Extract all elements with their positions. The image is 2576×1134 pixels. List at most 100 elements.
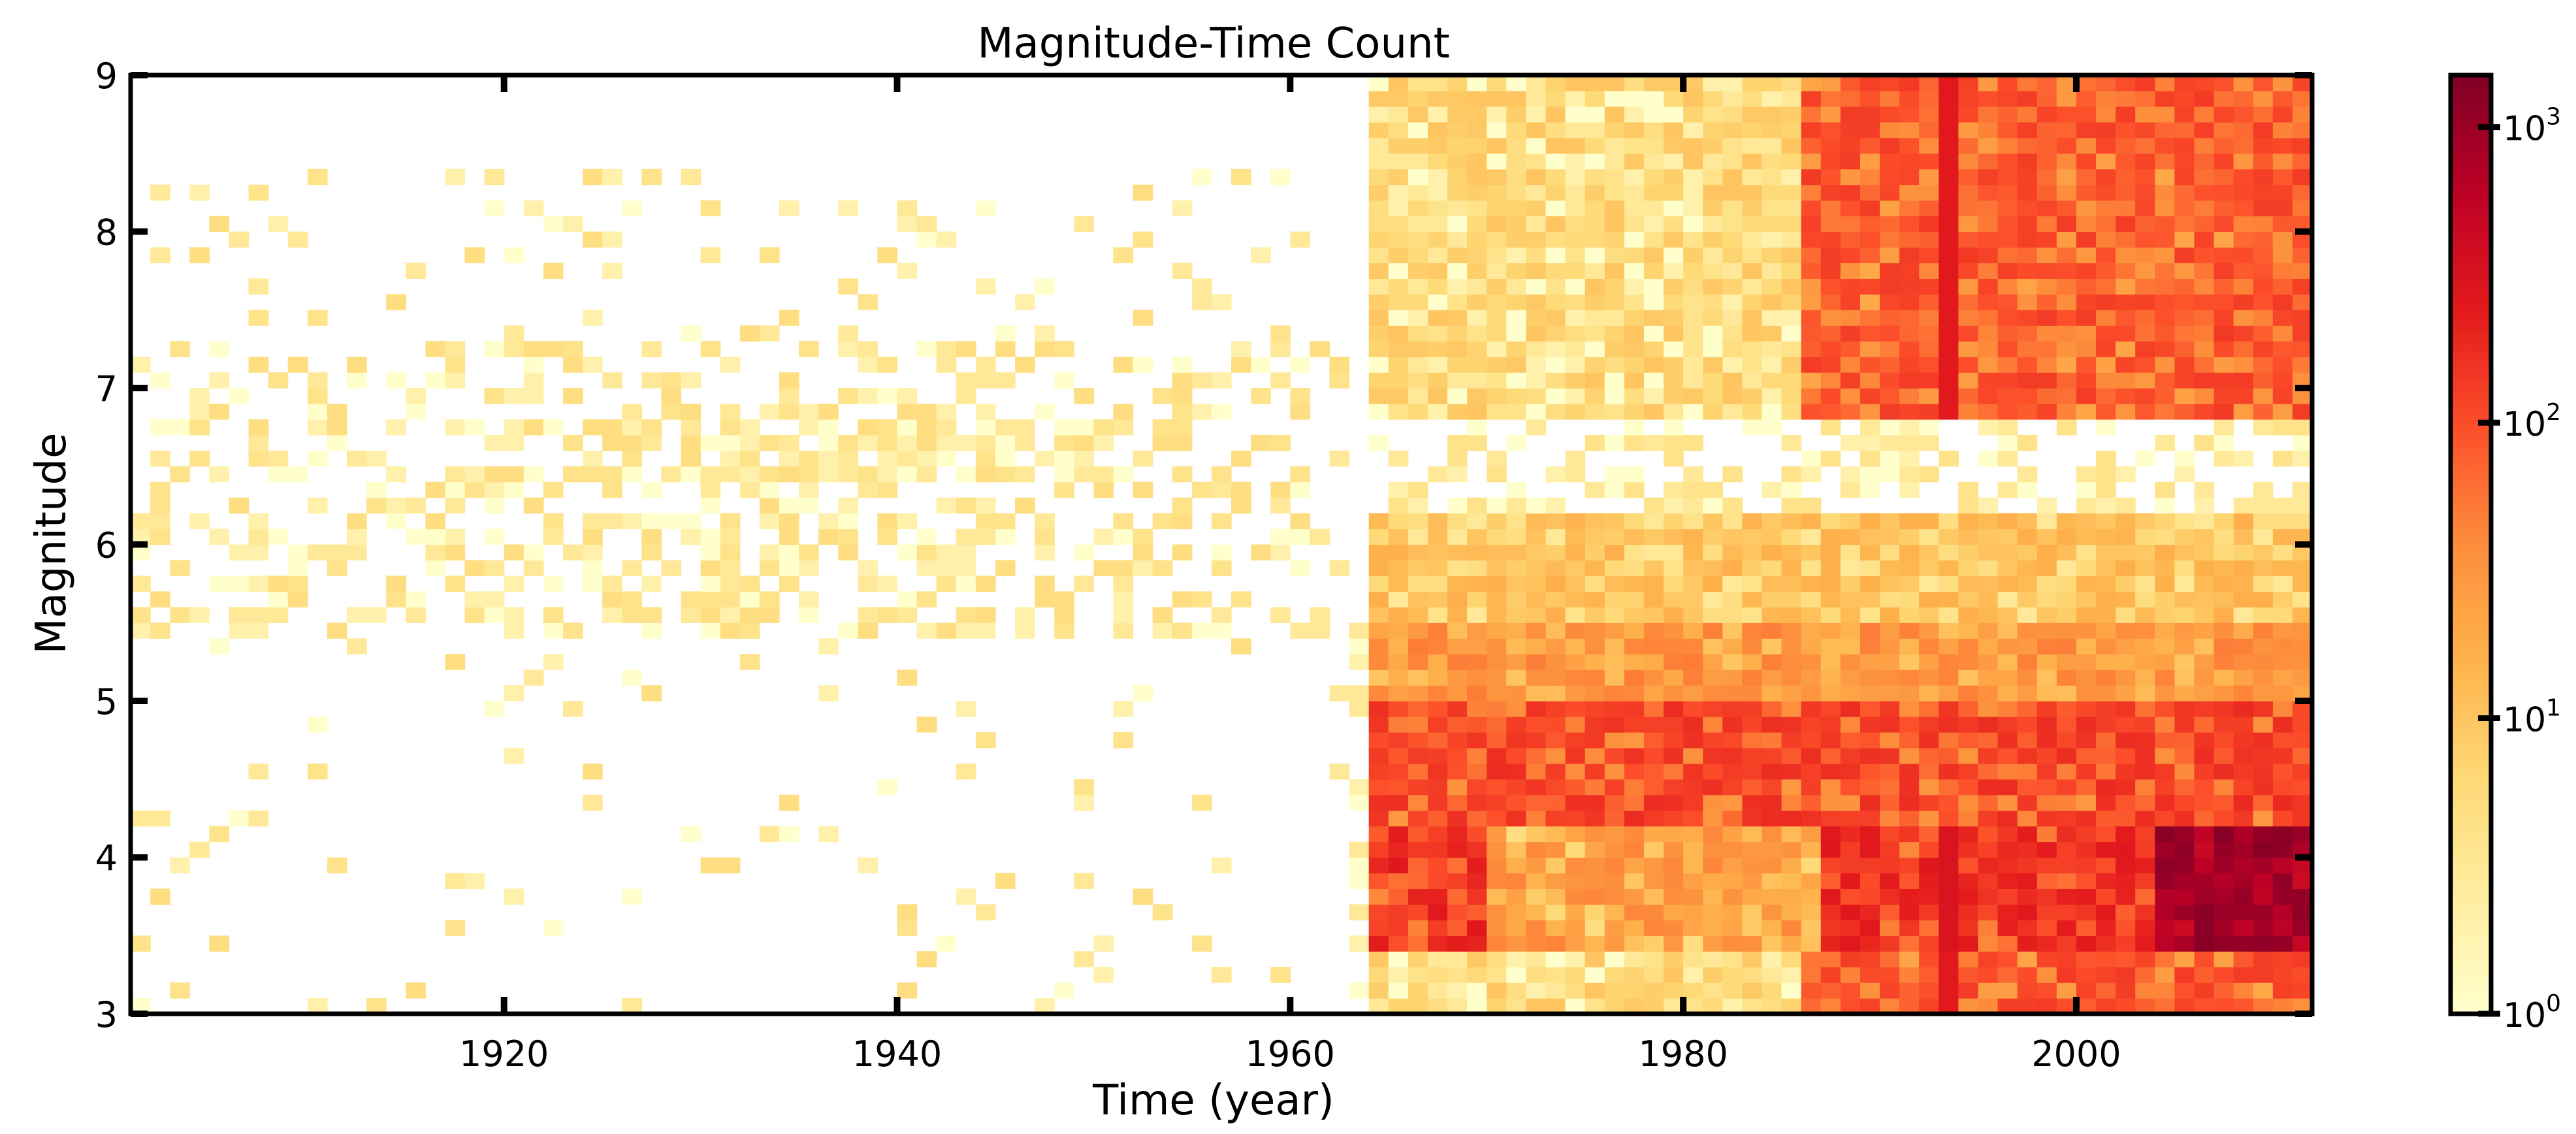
heatmap-cell xyxy=(1683,575,1703,592)
heatmap-cell xyxy=(2174,888,2195,905)
heatmap-cell xyxy=(720,513,741,530)
heatmap-cell xyxy=(1467,372,1487,389)
heatmap-cell xyxy=(2233,372,2254,389)
heatmap-cell xyxy=(2076,779,2097,796)
heatmap-cell xyxy=(131,357,151,373)
heatmap-cell xyxy=(1447,153,1468,170)
heatmap-cell xyxy=(1722,685,1743,702)
heatmap-cell xyxy=(2214,434,2234,451)
heatmap-cell xyxy=(2233,935,2254,952)
heatmap-cell xyxy=(1664,623,1684,639)
heatmap-cell xyxy=(2174,325,2195,342)
heatmap-cell xyxy=(248,810,269,827)
heatmap-cell xyxy=(1801,982,1822,999)
heatmap-cell xyxy=(1899,90,1920,107)
heatmap-cell xyxy=(1899,153,1920,170)
heatmap-cell xyxy=(1919,528,1939,545)
heatmap-cell xyxy=(2017,466,2038,483)
heatmap-cell xyxy=(1958,325,1979,342)
heatmap-cell xyxy=(2214,200,2234,217)
heatmap-cell xyxy=(1133,560,1153,576)
heatmap-cell xyxy=(1427,200,1448,217)
heatmap-cell xyxy=(2214,106,2234,123)
heatmap-cell xyxy=(975,904,996,920)
heatmap-cell xyxy=(1545,575,1566,592)
heatmap-cell xyxy=(1781,701,1802,717)
heatmap-cell xyxy=(562,623,583,639)
heatmap-cell xyxy=(1919,278,1939,295)
heatmap-cell xyxy=(1762,841,1782,858)
heatmap-cell xyxy=(2292,560,2313,576)
heatmap-cell xyxy=(1427,184,1448,201)
heatmap-cell xyxy=(1703,747,1723,764)
heatmap-cell xyxy=(1368,200,1389,217)
heatmap-cell xyxy=(1860,325,1880,342)
heatmap-cell xyxy=(1467,747,1487,764)
heatmap-cell xyxy=(956,888,976,905)
heatmap-cell xyxy=(2174,779,2195,796)
heatmap-cell xyxy=(1958,247,1979,263)
heatmap-cell xyxy=(1427,544,1448,561)
heatmap-cell xyxy=(1899,904,1920,920)
heatmap-cell xyxy=(1388,341,1409,357)
heatmap-cell xyxy=(1762,623,1782,639)
heatmap-cell xyxy=(1604,106,1625,123)
heatmap-cell xyxy=(1388,763,1409,780)
heatmap-cell xyxy=(1368,247,1389,263)
heatmap-cell xyxy=(1643,716,1664,733)
heatmap-cell xyxy=(1899,873,1920,889)
heatmap-cell xyxy=(2253,263,2274,279)
heatmap-cell xyxy=(1997,341,2018,357)
heatmap-cell xyxy=(1978,654,1999,670)
heatmap-cell xyxy=(287,357,308,373)
heatmap-cell xyxy=(2135,122,2155,138)
heatmap-cell xyxy=(1447,779,1468,796)
heatmap-cell xyxy=(1113,607,1134,623)
heatmap-cell xyxy=(1172,403,1193,420)
heatmap-cell xyxy=(1722,841,1743,858)
heatmap-cell xyxy=(229,810,250,827)
heatmap-cell xyxy=(2056,247,2077,263)
heatmap-cell xyxy=(445,466,466,483)
heatmap-cell xyxy=(2135,701,2155,717)
heatmap-cell xyxy=(1742,310,1763,326)
heatmap-cell xyxy=(504,685,524,702)
heatmap-cell xyxy=(1408,231,1428,248)
heatmap-cell xyxy=(2056,106,2077,123)
heatmap-cell xyxy=(916,403,937,420)
heatmap-cell xyxy=(1978,388,1999,404)
heatmap-cell xyxy=(1643,75,1664,91)
heatmap-cell xyxy=(2017,341,2038,357)
heatmap-cell xyxy=(1467,794,1487,811)
heatmap-cell xyxy=(2194,670,2215,686)
heatmap-cell xyxy=(1368,888,1389,905)
heatmap-cell xyxy=(1919,357,1939,373)
heatmap-cell xyxy=(2135,341,2155,357)
heatmap-cell xyxy=(1978,982,1999,999)
heatmap-cell xyxy=(2076,747,2097,764)
heatmap-cell xyxy=(1899,951,1920,967)
heatmap-cell xyxy=(268,372,289,389)
heatmap-cell xyxy=(2037,779,2057,796)
heatmap-cell xyxy=(1958,967,1979,983)
heatmap-cell xyxy=(1683,826,1703,843)
heatmap-cell xyxy=(1624,591,1645,608)
heatmap-cell xyxy=(2253,623,2274,639)
heatmap-cell xyxy=(956,388,976,404)
heatmap-cell xyxy=(464,247,485,263)
heatmap-cell xyxy=(2194,623,2215,639)
heatmap-cell xyxy=(1487,779,1507,796)
heatmap-cell xyxy=(1978,857,1999,874)
heatmap-cell xyxy=(1958,75,1979,91)
heatmap-cell xyxy=(1408,403,1428,420)
heatmap-cell xyxy=(1978,685,1999,702)
heatmap-cell xyxy=(209,935,230,952)
heatmap-cell xyxy=(2135,888,2155,905)
heatmap-cell xyxy=(1467,184,1487,201)
heatmap-cell xyxy=(1919,263,1939,279)
heatmap-cell xyxy=(1664,747,1684,764)
heatmap-cell xyxy=(2096,575,2116,592)
heatmap-cell xyxy=(2253,904,2274,920)
heatmap-cell xyxy=(2056,372,2077,389)
heatmap-cell xyxy=(2096,106,2116,123)
